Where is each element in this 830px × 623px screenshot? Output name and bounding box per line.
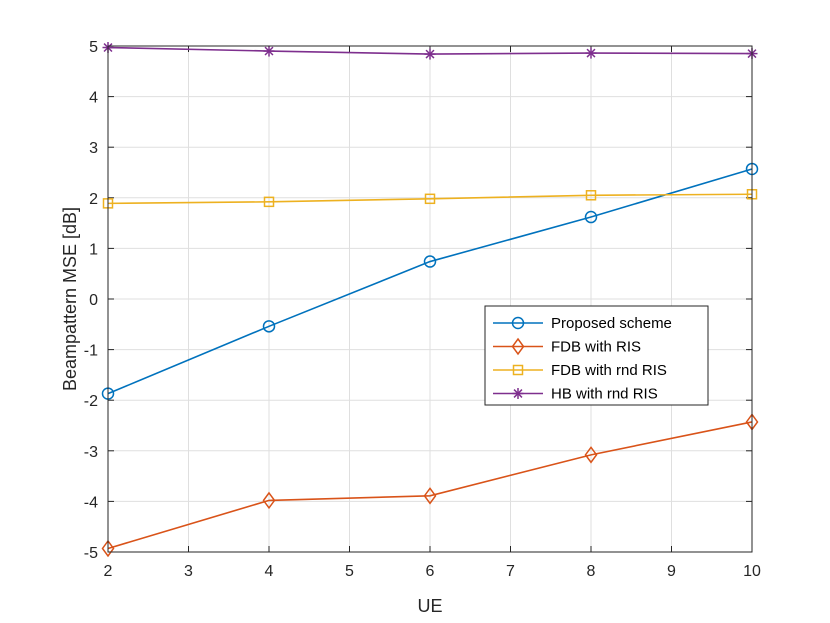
legend-label: FDB with RIS [551,339,641,356]
y-tick-label: 4 [89,90,98,107]
legend-item-fdb-with-ris: FDB with RIS [493,337,641,356]
series-line-fdb-with-ris [107,421,753,550]
legend-item-proposed-scheme: Proposed scheme [493,315,672,332]
x-tick-label: 4 [265,563,274,580]
x-tick-label: 3 [184,563,193,580]
data-point-fdb-with-ris [262,491,276,510]
y-tick-label: -5 [84,545,98,562]
legend-label: Proposed scheme [551,315,672,332]
series-line-fdb-with-rnd-ris [107,193,753,205]
y-tick-label: -2 [84,393,98,410]
data-point-fdb-with-ris [584,446,598,464]
legend-label: FDB with rnd RIS [551,362,667,379]
data-point-fdb-with-rnd-ris [424,193,436,205]
data-point-fdb-with-ris [423,487,437,505]
legend: Proposed scheme FDB with RIS FDB with rnd … [484,305,709,406]
legend-marker-fdb-with-ris [511,337,525,356]
y-tick-label: 0 [89,292,98,309]
y-axis-label: Beampattern MSE [dB] [60,207,80,391]
y-tick-label: 1 [89,241,98,258]
x-tick-label: 5 [345,563,354,580]
y-tick-label: 3 [89,140,98,157]
series-layer [101,42,759,558]
data-point-proposed-scheme [584,210,598,224]
plot-frame [107,45,753,553]
legend-marker-hb-with-rnd-ris [512,388,524,399]
legend-item-fdb-with-rnd-ris: FDB with rnd RIS [493,362,667,379]
tick-labels: 2 3 4 5 6 7 8 9 10 -5 -4 -3 -2 -1 0 1 2 3 4 5 [84,39,761,580]
series-fdb-with-ris [101,413,759,558]
legend-label: HB with rnd RIS [551,386,658,403]
legend-item-hb-with-rnd-ris: HB with rnd RIS [493,386,658,403]
data-point-hb-with-rnd-ris [263,45,275,57]
y-tick-label: -4 [84,494,98,511]
x-tick-label: 6 [426,563,435,580]
legend-marker-fdb-with-rnd-ris [512,364,524,376]
x-axis-label: UE [417,596,442,616]
data-point-proposed-scheme [423,255,437,268]
data-point-proposed-scheme [262,320,276,333]
x-tick-label: 2 [104,563,113,580]
data-point-fdb-with-ris [101,539,115,558]
x-tick-label: 9 [667,563,676,580]
legend-marker-proposed-scheme [511,316,525,330]
data-point-fdb-with-rnd-ris [585,190,597,201]
data-point-hb-with-rnd-ris [585,47,597,59]
x-tick-label: 7 [506,563,515,580]
y-tick-label: -1 [84,343,98,360]
y-tick-label: 2 [89,191,98,208]
data-point-hb-with-rnd-ris [424,48,436,60]
series-line-proposed-scheme [107,168,753,395]
y-tick-label: 5 [89,39,98,56]
x-tick-label: 10 [743,563,761,580]
y-tick-label: -3 [84,444,98,461]
x-tick-label: 8 [587,563,596,580]
data-point-fdb-with-rnd-ris [263,196,275,208]
